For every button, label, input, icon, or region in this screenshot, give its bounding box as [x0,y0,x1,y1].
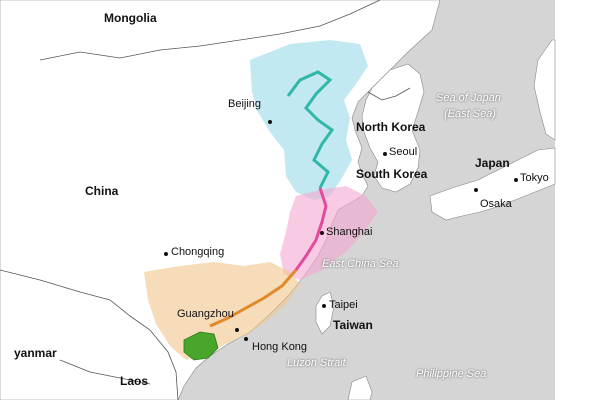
label-mongolia: Mongolia [104,11,157,25]
label-south-korea: South Korea [356,167,428,181]
japan-north-landmass [533,39,556,141]
label-sea-of-japan: Sea of Japan [436,92,501,104]
border-southeast [0,269,179,400]
label-chongqing: Chongqing [171,246,225,258]
border-laos [59,359,151,385]
label-shanghai: Shanghai [326,226,373,238]
border-korea [367,87,411,101]
label-north-korea: North Korea [356,120,426,134]
city-dot-hong-kong [244,337,248,341]
luzon-landmass [347,375,373,400]
coast-highlight-central [294,187,328,271]
city-dot-shanghai [320,231,324,235]
label-myanmar: yanmar [14,346,57,360]
city-dot-guangzhou [235,328,239,332]
region-north [250,40,368,200]
label-taipei: Taipei [329,299,358,311]
label-beijing: Beijing [228,98,262,110]
label-seoul: Seoul [389,146,418,158]
city-dot-tokyo [514,178,518,182]
label-east-china-sea: East China Sea [322,258,399,270]
label-hong-kong: Hong Kong [252,341,308,353]
city-dot-beijing [268,120,272,124]
japan-landmass [429,147,556,221]
city-dot-osaka [474,188,478,192]
label-guangzhou: Guangzhou [177,308,234,320]
label-east-sea: (East Sea) [444,108,496,120]
region-south [144,262,300,360]
label-taiwan: Taiwan [333,318,373,332]
label-japan: Japan [475,156,510,170]
map-edge [555,0,600,400]
taiwan-landmass [315,291,335,335]
city-dot-seoul [383,152,387,156]
label-tokyo: Tokyo [520,172,549,184]
coast-highlight-north [286,70,335,189]
city-dot-chongqing [164,252,168,256]
label-china: China [85,184,119,198]
hainan-island [183,331,219,361]
label-osaka: Osaka [480,198,512,210]
korea-landmass [361,63,425,193]
label-laos: Laos [120,374,149,388]
label-philippine-sea: Philippine Sea [416,368,487,380]
coast-highlight-south [209,269,298,328]
city-dot-taipei [322,304,326,308]
label-luzon-strait: Luzon Strait [287,357,346,369]
border-mongolia [39,0,381,61]
